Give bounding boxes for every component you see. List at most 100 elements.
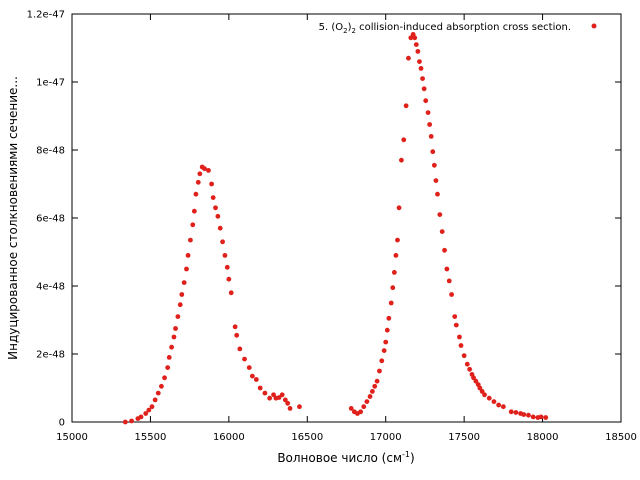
data-point (431, 162, 437, 168)
data-point (439, 229, 445, 235)
data-point (427, 122, 433, 127)
data-point (388, 300, 394, 306)
data-point (262, 390, 268, 396)
y-axis-label: Индуцированное столкновениями сечение... (6, 76, 20, 360)
x-tick-label: 16500 (291, 432, 323, 443)
data-point (403, 103, 409, 109)
data-point (417, 59, 422, 64)
data-point (543, 415, 549, 420)
x-axis-ticks: 15000 15500 16000 16500 17000 17500 18000 18500 (56, 14, 637, 443)
data-point (246, 365, 252, 370)
data-point (152, 397, 158, 403)
data-point (162, 375, 167, 381)
data-point (396, 205, 402, 211)
data-point (458, 343, 464, 348)
data-point (171, 334, 177, 340)
data-point (442, 247, 447, 253)
data-point (461, 353, 467, 359)
data-point (496, 402, 502, 408)
data-point (467, 366, 473, 372)
data-point (393, 253, 399, 258)
data-point (491, 399, 497, 404)
data-point (217, 225, 223, 231)
x-tick-label: 17000 (370, 432, 402, 443)
data-point (444, 266, 450, 272)
data-point (165, 365, 171, 370)
x-tick-label: 17500 (448, 432, 480, 443)
data-point (206, 168, 211, 173)
data-point (420, 76, 425, 81)
data-point (226, 276, 232, 282)
data-point (169, 344, 175, 350)
data-point (364, 399, 370, 404)
data-point (500, 404, 506, 410)
data-point (271, 392, 276, 398)
data-point (122, 419, 128, 425)
data-point (191, 208, 197, 214)
y-tick-label: 1.2e-47 (27, 10, 65, 21)
data-point (508, 409, 514, 415)
data-point (155, 390, 161, 396)
data-point (513, 410, 519, 415)
data-point (188, 237, 193, 243)
data-point (249, 373, 255, 379)
data-point (425, 110, 431, 115)
data-point (184, 266, 189, 272)
data-point (386, 315, 392, 321)
x-tick-label: 15000 (56, 432, 88, 443)
data-point (526, 412, 531, 418)
data-point (372, 383, 378, 389)
data-point (215, 213, 221, 219)
legend-marker (591, 23, 597, 29)
data-point (477, 385, 483, 391)
data-point (234, 332, 240, 338)
data-point (358, 409, 364, 415)
y-axis-ticks: 0 2e-48 4e-48 6e-48 8e-48 1e-47 1.2e-47 (27, 10, 621, 429)
data-point (433, 178, 439, 184)
data-point (149, 404, 155, 410)
data-point (390, 285, 396, 291)
data-point (430, 149, 436, 155)
data-point (464, 361, 470, 367)
data-point (457, 334, 462, 340)
data-point (276, 395, 282, 400)
data-point (279, 392, 285, 398)
data-point (413, 42, 419, 47)
data-point (452, 314, 458, 319)
data-point (287, 406, 293, 411)
data-point (530, 414, 536, 420)
data-point (202, 166, 207, 172)
data-point (479, 389, 485, 394)
data-point (412, 35, 418, 41)
data-point (453, 322, 459, 328)
data-point (195, 179, 201, 185)
data-point (399, 157, 404, 163)
data-point (395, 237, 400, 243)
x-tick-label: 18500 (605, 432, 637, 443)
data-point (185, 253, 191, 258)
y-tick-label: 6e-48 (36, 214, 65, 225)
data-point (220, 239, 225, 245)
data-point (471, 375, 476, 381)
data-point (538, 414, 544, 420)
data-point (173, 326, 178, 331)
data-point (418, 66, 424, 71)
data-point (166, 355, 172, 360)
data-point (228, 290, 234, 296)
data-point (421, 86, 427, 92)
y-tick-label: 0 (59, 418, 65, 429)
x-tick-label: 15500 (135, 432, 167, 443)
data-point (401, 137, 407, 143)
legend-entry-label: 5. (O2)2 collision-induced absorption cr… (319, 22, 571, 35)
data-point (521, 412, 527, 417)
y-tick-label: 2e-48 (36, 350, 65, 361)
data-point (237, 346, 243, 352)
data-point (224, 264, 230, 270)
data-point (423, 98, 429, 104)
data-point (408, 35, 414, 41)
data-point (428, 134, 434, 139)
data-point (209, 181, 215, 187)
plot-border (71, 13, 622, 423)
plot-frame (71, 13, 622, 423)
